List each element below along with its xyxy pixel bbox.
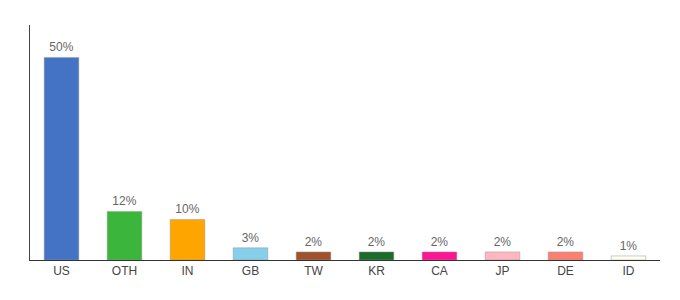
svg-text:12%: 12% bbox=[112, 194, 136, 208]
svg-text:2%: 2% bbox=[557, 235, 575, 249]
svg-text:US: US bbox=[53, 264, 70, 278]
svg-text:2%: 2% bbox=[431, 235, 449, 249]
svg-text:KR: KR bbox=[368, 264, 385, 278]
svg-text:CA: CA bbox=[431, 264, 448, 278]
svg-text:OTH: OTH bbox=[112, 264, 137, 278]
svg-text:3%: 3% bbox=[242, 231, 260, 245]
svg-text:TW: TW bbox=[304, 264, 323, 278]
svg-text:DE: DE bbox=[557, 264, 574, 278]
svg-text:ID: ID bbox=[623, 264, 635, 278]
svg-text:GB: GB bbox=[242, 264, 259, 278]
svg-text:IN: IN bbox=[182, 264, 194, 278]
svg-text:50%: 50% bbox=[49, 40, 73, 54]
svg-text:2%: 2% bbox=[368, 235, 386, 249]
svg-text:2%: 2% bbox=[494, 235, 512, 249]
svg-text:1%: 1% bbox=[620, 239, 638, 253]
svg-text:JP: JP bbox=[495, 264, 509, 278]
svg-text:2%: 2% bbox=[305, 235, 323, 249]
svg-text:10%: 10% bbox=[175, 202, 199, 216]
